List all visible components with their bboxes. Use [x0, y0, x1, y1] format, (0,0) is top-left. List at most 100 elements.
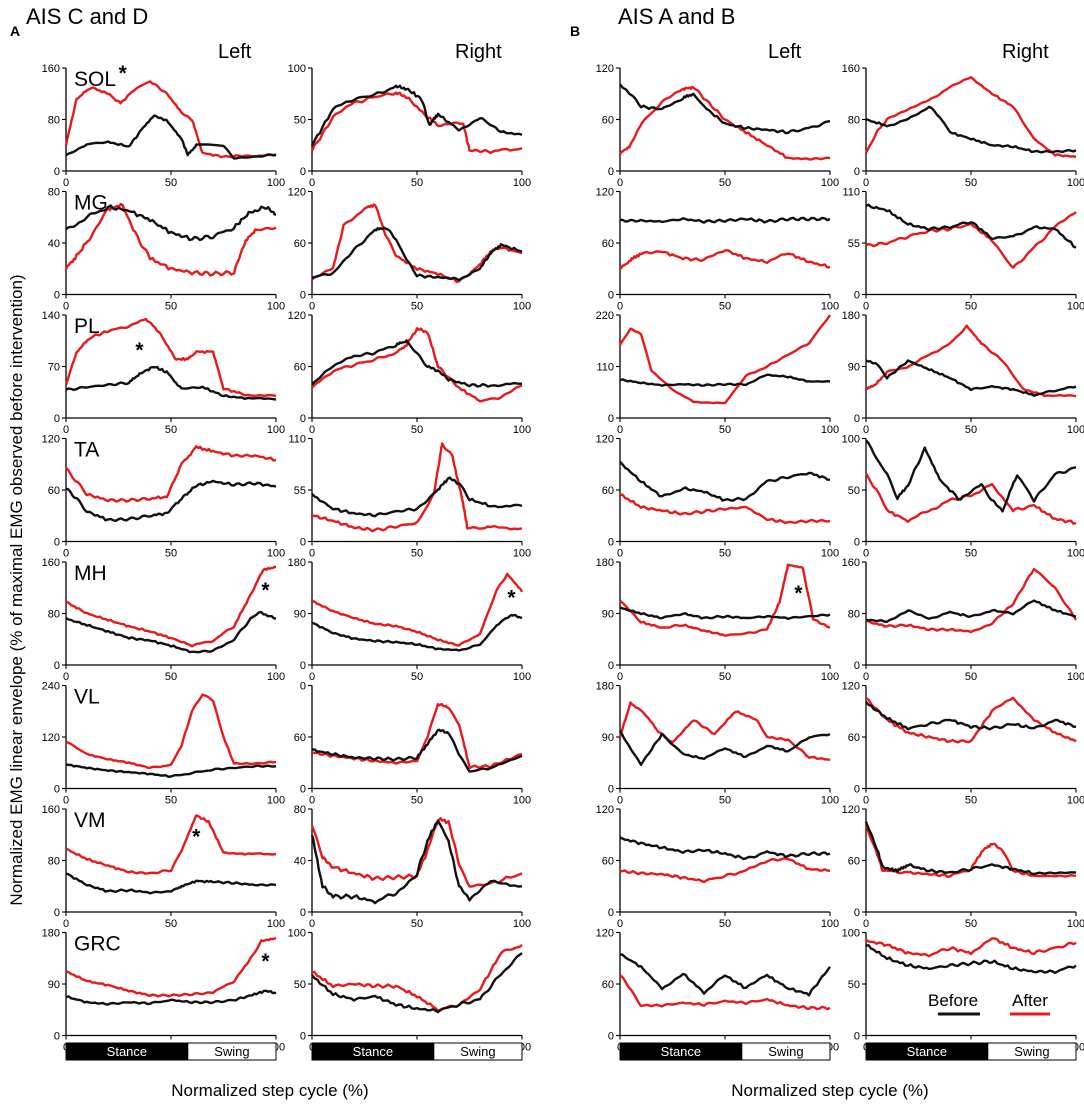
- x-tick-label-g0-r6-c1-1: 50: [411, 918, 423, 930]
- x-tick-label-g0-r1-c0-0: 0: [63, 301, 69, 313]
- plot-mg-b-left: 120 60 00 50 100: [596, 187, 840, 313]
- y-tick-label-g1-r1-c0-0: 120: [596, 187, 614, 199]
- x-tick-label-g0-r2-c1-2: 100: [513, 424, 531, 436]
- plot-vl-b-left: 180 90 00 50 100: [596, 681, 840, 807]
- x-axis-label-b: Normalized step cycle (%): [731, 1081, 928, 1100]
- swing-bar-1: [433, 1042, 523, 1061]
- x-tick-label-g1-r4-c0-0: 0: [617, 671, 623, 683]
- x-tick-label-g0-r1-c1-1: 50: [411, 301, 423, 313]
- y-tick-label-g1-r0-c1-2: 0: [854, 166, 860, 178]
- panel-label-b: B: [570, 23, 580, 39]
- series-before-g1-r0-c0: [619, 83, 831, 135]
- y-tick-label-g0-r7-c0-2: 0: [54, 1031, 60, 1043]
- group-title-a: AIS C and D: [26, 4, 148, 29]
- y-tick-label-g1-r4-c0-1: 90: [602, 609, 614, 621]
- y-tick-label-g1-r2-c1-2: 0: [854, 413, 860, 425]
- y-tick-label-g1-r3-c0-1: 60: [602, 485, 614, 497]
- y-tick-label-g0-r6-c1-1: 40: [294, 856, 306, 868]
- y-tick-label-g1-r5-c0-2: 0: [608, 784, 614, 796]
- series-after-g0-r6-c1: [310, 817, 523, 888]
- significance-star-g0-r4-c0: *: [261, 579, 270, 602]
- x-tick-label-g0-r5-c0-2: 100: [267, 795, 285, 807]
- x-tick-label-g0-r4-c1-1: 50: [411, 671, 423, 683]
- y-tick-label-g1-r5-c1-2: 0: [854, 784, 860, 796]
- y-tick-label-g1-r7-c0-0: 120: [596, 928, 614, 940]
- series-before-g1-r1-c1: [865, 203, 1077, 249]
- figure-headers: A AIS C and D Left Right B AIS A and B L…: [10, 4, 1049, 63]
- stance-label-3: Stance: [907, 1044, 947, 1059]
- x-tick-label-g0-r6-c0-2: 100: [267, 918, 285, 930]
- y-tick-label-g0-r7-c1-1: 50: [294, 979, 306, 991]
- plot-grc-a-left: 180900050100GRC*: [42, 928, 286, 1054]
- x-tick-label-g0-r0-c0-1: 50: [165, 177, 177, 189]
- plot-vl-a-left: 240 120 00 50 100 VL: [42, 681, 286, 807]
- plot-mh-b-left: 180 90 00 50 100 *: [596, 557, 840, 683]
- series-after-g1-r5-c0: [618, 701, 831, 762]
- x-tick-label-g0-r4-c0-0: 0: [63, 671, 69, 683]
- y-tick-label-g1-r6-c0-0: 120: [596, 804, 614, 816]
- y-tick-label-g1-r6-c1-1: 60: [848, 856, 860, 868]
- series-after-g1-r1-c0: [620, 249, 831, 270]
- muscle-label-ta: TA: [74, 439, 99, 462]
- x-tick-label-g1-r6-c0-1: 50: [719, 918, 731, 930]
- x-tick-label-g1-r6-c0-2: 100: [821, 918, 839, 930]
- phase-bars: Stance Swing Stance Swing Stance Swing Stance S…: [65, 1042, 1077, 1061]
- series-after-g0-r4-c1: [311, 572, 524, 647]
- y-tick-label-g1-r1-c0-2: 0: [608, 290, 614, 302]
- series-before-g0-r1-c1: [311, 226, 523, 282]
- x-tick-label-g1-r0-c0-1: 50: [719, 177, 731, 189]
- x-tick-label-g1-r3-c0-1: 50: [719, 548, 731, 560]
- y-tick-label-g0-r2-c0-2: 0: [54, 413, 60, 425]
- y-tick-label-g0-r3-c0-1: 60: [48, 485, 60, 497]
- x-tick-label-g0-r0-c1-1: 50: [411, 177, 423, 189]
- y-tick-label-g0-r4-c1-0: 180: [288, 557, 306, 569]
- significance-star-g0-r7-c0: *: [261, 950, 270, 973]
- series-after-g0-r6-c0: [65, 814, 277, 875]
- series-after-g0-r0-c1: [310, 91, 523, 155]
- y-tick-label-g1-r2-c0-1: 110: [596, 362, 614, 374]
- y-tick-label-g1-r6-c1-0: 120: [842, 804, 860, 816]
- series-after-g1-r4-c0: [619, 563, 831, 637]
- y-tick-label-g1-r4-c1-1: 80: [848, 609, 860, 621]
- x-tick-label-g1-r4-c1-2: 100: [1067, 671, 1084, 683]
- y-tick-label-g0-r7-c0-1: 90: [48, 979, 60, 991]
- series-before-g1-r5-c0: [619, 730, 831, 766]
- x-tick-label-g0-r5-c1-0: 0: [309, 795, 315, 807]
- y-tick-label-g1-r1-c1-1: 55: [848, 238, 860, 250]
- x-tick-label-g1-r1-c0-1: 50: [719, 301, 731, 313]
- x-tick-label-g0-r5-c0-1: 50: [165, 795, 177, 807]
- muscle-label-grc: GRC: [74, 933, 121, 956]
- y-tick-label-g1-r5-c0-0: 180: [596, 681, 614, 693]
- series-after-g1-r0-c1: [864, 76, 1077, 158]
- plot-mh-b-right: 160 80 00 50 100: [842, 557, 1084, 683]
- y-tick-label-g0-r0-c1-0: 100: [288, 63, 306, 75]
- series-after-g1-r2-c0: [618, 314, 831, 405]
- series-after-g1-r1-c1: [865, 211, 1077, 269]
- y-tick-label-g0-r6-c1-2: 0: [300, 907, 306, 919]
- series-before-g1-r5-c1: [865, 701, 1076, 731]
- plot-vm-b-left: 120 60 00 50 100: [596, 804, 840, 930]
- x-tick-label-g0-r6-c1-2: 100: [513, 918, 531, 930]
- y-tick-label-g1-r7-c0-1: 60: [602, 979, 614, 991]
- plot-mh-a-right: 180 90 00 50 100 *: [288, 557, 532, 683]
- series-before-g0-r2-c1: [311, 339, 522, 388]
- significance-star-g0-r0-c0: *: [119, 62, 128, 85]
- y-tick-label-g1-r6-c0-1: 60: [602, 856, 614, 868]
- series-before-g0-r5-c0: [65, 763, 277, 778]
- series-before-g1-r3-c0: [619, 460, 830, 502]
- x-tick-label-g1-r4-c0-2: 100: [821, 671, 839, 683]
- y-tick-label-g1-r0-c0-0: 120: [596, 63, 614, 75]
- y-tick-label-g0-r7-c1-2: 0: [300, 1031, 306, 1043]
- side-label-a-right: Right: [455, 41, 502, 63]
- series-before-g1-r7-c1: [865, 944, 1077, 974]
- series-before-g0-r7-c0: [65, 989, 277, 1006]
- plot-ta-b-right: 100 50 00 50 100: [842, 434, 1084, 560]
- y-tick-label-g0-r0-c0-0: 160: [42, 63, 60, 75]
- plot-sol-a-left: 160 80 00 50 100 SOL *: [42, 62, 286, 189]
- y-tick-label-g1-r5-c0-1: 90: [602, 732, 614, 744]
- plot-mg-b-right: 110 55 00 50 100: [842, 187, 1084, 313]
